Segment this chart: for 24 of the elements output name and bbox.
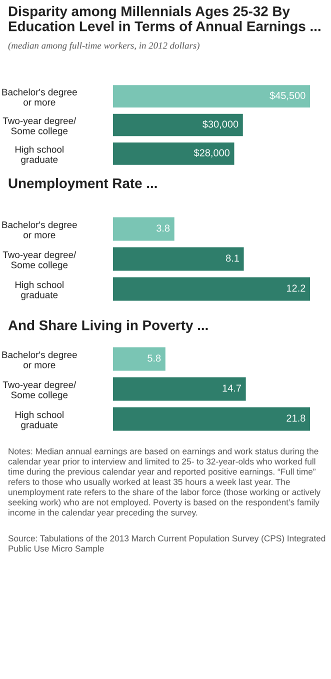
- data-label: 3.8: [156, 224, 170, 232]
- y-tick-label: High school graduate: [15, 411, 64, 430]
- data-label: 8.1: [226, 254, 239, 262]
- data-label: 5.8: [148, 354, 161, 362]
- y-tick-label: Two-year degree/ Some college: [2, 381, 76, 400]
- y-tick-label: Bachelor's degree or more: [2, 351, 77, 368]
- y-tick-label: Two-year degree/ Some college: [2, 251, 76, 270]
- data-label: $30,000: [202, 120, 238, 129]
- y-tick-label: Bachelor's degree or more: [2, 221, 77, 238]
- chart-title: Unemployment Rate ...: [8, 178, 157, 191]
- chart-title: And Share Living in Poverty ...: [8, 320, 208, 334]
- data-label: 21.8: [286, 414, 306, 422]
- chart-title: Disparity among Millennials Ages 25-32 By Education Level in Terms of Annual Earnings ...: [8, 6, 320, 34]
- text: Notes: Median annual earnings are based on earnings and work status during the calendar year prior to interview and limited to 25- to 32-year-olds who worked full time during the previous calendar year and reported positive earnings. “Full time” refers to those who usually worked at least 35 hours a week last year. The unemployment rate refers to the share of the labor force (those working or actively seeking work) who are not employed. Poverty is based on the respondent’s family income in the calendar year preceding the survey.: [8, 448, 321, 518]
- data-label: 12.2: [286, 284, 306, 292]
- data-label: $28,000: [194, 148, 230, 158]
- chart-subtitle: (median among full-time workers, in 2012 dollars): [8, 42, 200, 51]
- y-tick-label: High school graduate: [15, 281, 64, 300]
- y-tick-label: Two-year degree/ Some college: [2, 117, 76, 136]
- y-tick-label: High school graduate: [15, 146, 64, 165]
- y-tick-label: Bachelor's degree or more: [2, 88, 77, 106]
- data-label: $45,500: [270, 92, 306, 100]
- source-note: Source: Tabulations of the 2013 March Current Population Survey (CPS) Integrated Public Use Micro Sample: [8, 535, 326, 554]
- data-label: 14.7: [222, 384, 242, 392]
